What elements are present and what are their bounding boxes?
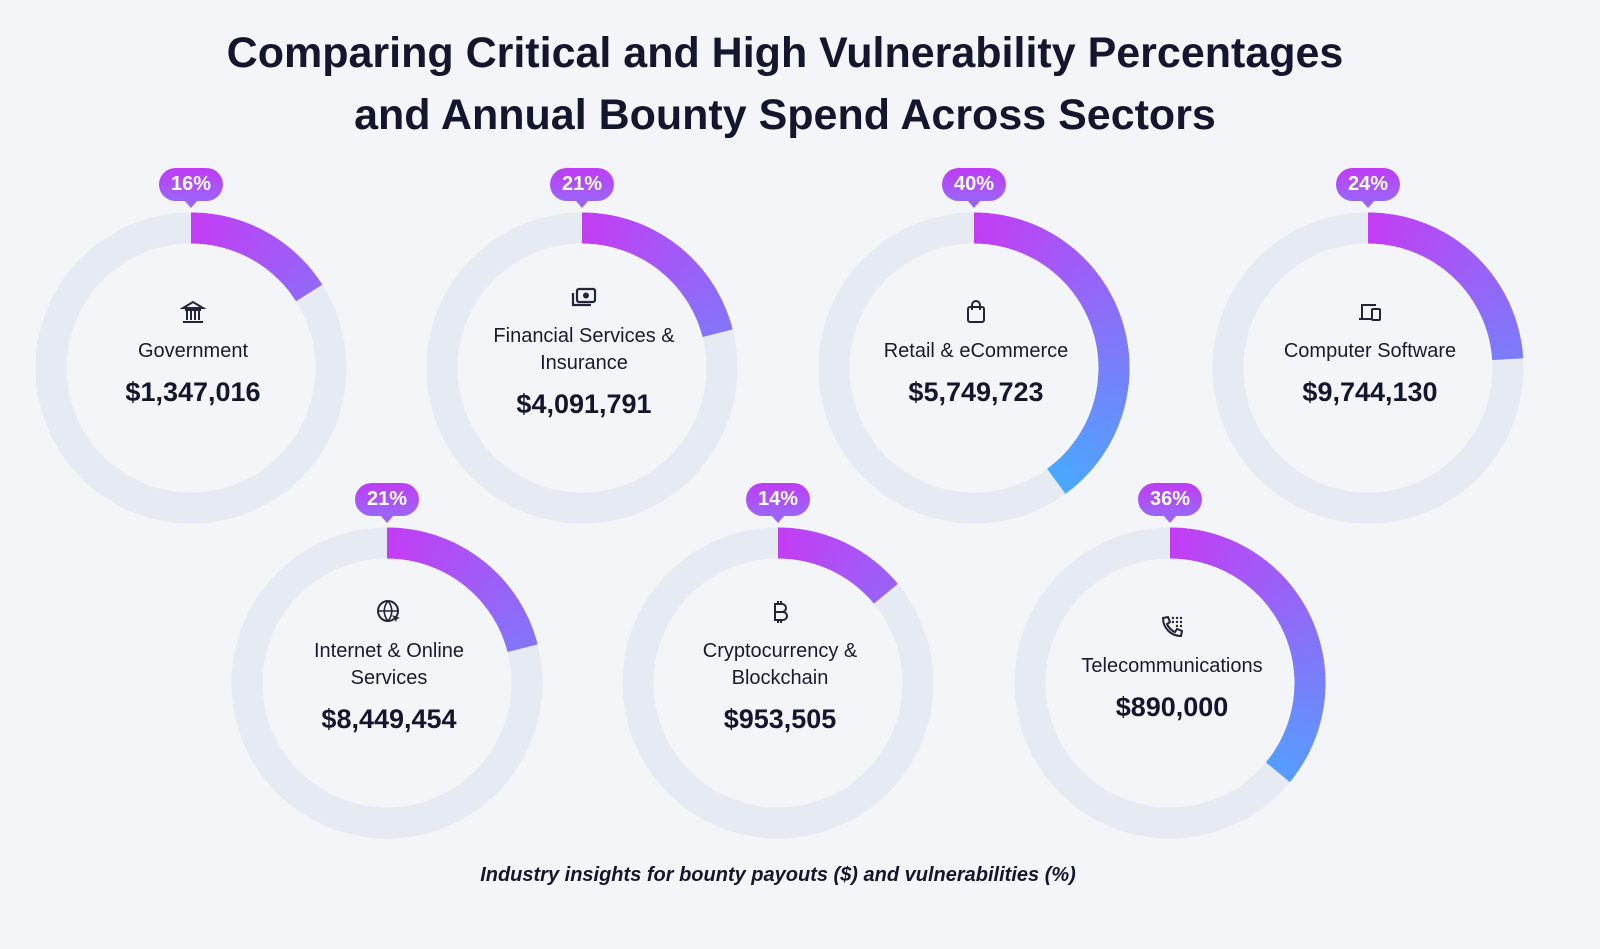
title-line-1: Comparing Critical and High Vulnerabilit… — [226, 29, 1344, 77]
money-icon — [571, 287, 597, 307]
arc-segment — [871, 580, 898, 604]
donut-center: Government $1,347,016 — [73, 298, 313, 408]
chart-caption: Industry insights for bounty payouts ($)… — [480, 864, 1076, 886]
donut-5 — [622, 527, 934, 839]
donut-2 — [818, 212, 1130, 524]
donut-arc-36 — [1169, 527, 1326, 783]
donut-3 — [1212, 212, 1524, 524]
donut-arc-21 — [581, 212, 733, 338]
percent-badge: 16% — [158, 168, 224, 208]
sector-label: Internet & Online Services — [313, 640, 465, 689]
donut-center: Retail & eCommerce $5,749,723 — [856, 298, 1096, 408]
title-line-2: and Annual Bounty Spend Across Sectors — [354, 91, 1216, 139]
devices-icon — [1359, 304, 1381, 321]
donut-6 — [1014, 527, 1326, 839]
sector-label: Financial Services & Insurance — [493, 325, 675, 374]
donut-center: Financial Services & Insurance $4,091,791 — [484, 283, 684, 420]
donut-arc-16 — [190, 212, 323, 302]
donut-center: Internet & Online Services $8,449,454 — [289, 598, 489, 735]
bank-icon — [179, 300, 207, 323]
bounty-spend: $5,749,723 — [908, 377, 1044, 407]
phone-dialpad-icon — [1161, 615, 1184, 638]
globe-cursor-icon — [377, 600, 400, 622]
arc-segment — [293, 280, 323, 302]
sector-label: Cryptocurrency & Blockchain — [702, 640, 858, 689]
donut-1 — [426, 212, 738, 524]
donut-arc-40 — [973, 212, 1130, 494]
donut-0 — [35, 212, 347, 524]
arc-segment — [506, 639, 538, 653]
donut-arc-14 — [777, 527, 898, 604]
sector-label: Computer Software — [1283, 340, 1457, 362]
arc-segment — [1047, 466, 1070, 494]
donut-center: Computer Software $9,744,130 — [1250, 298, 1490, 408]
donut-arc-24 — [1367, 212, 1524, 361]
chart-title: Comparing Critical and High Vulnerabilit… — [0, 22, 1570, 146]
sector-label: Telecommunications — [1081, 655, 1263, 677]
arc-segment — [1265, 759, 1293, 783]
bounty-spend: $1,347,016 — [125, 377, 261, 407]
donut-arc-21 — [386, 527, 538, 653]
donut-center: Cryptocurrency & Blockchain $953,505 — [680, 598, 880, 735]
percent-badge: 14% — [745, 483, 811, 523]
bounty-spend: $4,091,791 — [516, 389, 652, 419]
percent-badge: 24% — [1335, 168, 1401, 208]
shopping-bag-icon — [967, 300, 985, 323]
donut-4 — [231, 527, 543, 839]
donut-center: Telecommunications $890,000 — [1052, 613, 1292, 723]
bounty-spend: $890,000 — [1115, 692, 1229, 722]
sector-label: Government — [137, 340, 249, 362]
percent-badge: 21% — [354, 483, 420, 523]
percent-badge: 21% — [549, 168, 615, 208]
percent-badge: 40% — [941, 168, 1007, 208]
arc-segment — [701, 324, 733, 338]
sector-label: Retail & eCommerce — [883, 340, 1069, 362]
bounty-spend: $8,449,454 — [321, 704, 457, 734]
bounty-spend: $953,505 — [723, 704, 837, 734]
bitcoin-icon — [774, 601, 788, 623]
bounty-spend: $9,744,130 — [1302, 377, 1438, 407]
percent-badge: 36% — [1137, 483, 1203, 523]
